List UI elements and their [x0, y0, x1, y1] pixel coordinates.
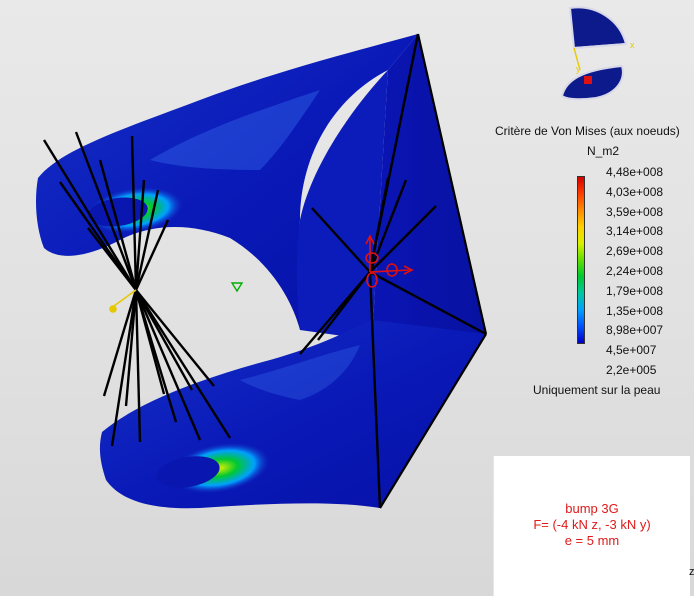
right-rigid-beams — [299, 33, 487, 509]
legend-value: 2,2e+005 — [606, 363, 657, 377]
compass-x-label: x — [630, 40, 635, 50]
compass-sphere — [568, 6, 628, 50]
constraint-symbol[interactable] — [109, 289, 137, 313]
annotation-line-1: bump 3G — [565, 501, 619, 516]
fea-part[interactable] — [36, 34, 487, 509]
part-top-arm — [36, 34, 418, 330]
part-edges — [379, 33, 488, 509]
compass-lower — [560, 64, 624, 101]
load-symbol[interactable] — [365, 234, 414, 288]
legend-color-bar — [577, 176, 585, 344]
part-back-wall — [297, 70, 388, 340]
annotation-box: bump 3G F= (-4 kN z, -3 kN y) e = 5 mm — [493, 456, 690, 596]
legend-value: 4,5e+007 — [606, 343, 657, 358]
left-rigid-beams — [42, 131, 232, 447]
legend-footnote: Uniquement sur la peau — [533, 383, 661, 397]
compass-y-label: y — [576, 64, 581, 74]
legend-value: 4,48e+008 — [606, 165, 664, 179]
annotation-line-2: F= (-4 kN z, -3 kN y) — [533, 517, 651, 532]
part-highlight-bottom — [240, 345, 360, 400]
legend-value: 2,69e+008 — [606, 244, 664, 259]
legend-value: 3,59e+008 — [606, 204, 664, 219]
green-marker-icon[interactable] — [230, 282, 244, 293]
legend-value: 1,35e+008 — [606, 303, 664, 318]
legend-unit: N_m2 — [587, 144, 620, 158]
corner-mark: z — [689, 566, 694, 578]
legend-value: 3,14e+008 — [606, 224, 664, 239]
orientation-compass[interactable]: x y — [556, 0, 652, 104]
legend-title: Critère de Von Mises (aux noeuds) — [495, 124, 680, 138]
annotation-line-3: e = 5 mm — [564, 533, 620, 548]
legend-value: 8,98e+007 — [606, 323, 664, 338]
compass-origin — [584, 76, 592, 84]
legend-value: 1,79e+008 — [606, 283, 664, 298]
bottom-hole — [156, 456, 220, 488]
legend-value: 2,24e+008 — [606, 264, 664, 278]
part-highlight-top — [150, 90, 320, 170]
legend-value: 4,03e+008 — [606, 184, 664, 199]
